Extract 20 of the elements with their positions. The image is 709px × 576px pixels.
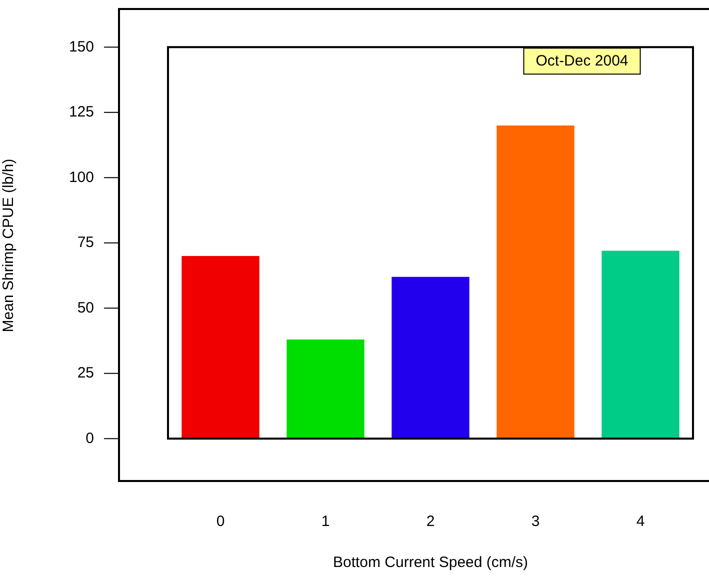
x-tick-label: 4 xyxy=(636,513,645,530)
y-axis-title: Mean Shrimp CPUE (lb/h) xyxy=(0,158,18,332)
y-tick-label: 0 xyxy=(86,430,94,447)
y-tick-label: 75 xyxy=(77,234,94,252)
bar xyxy=(496,125,574,439)
y-tick-label: 125 xyxy=(68,104,94,121)
x-axis-title: Bottom Current Speed (cm/s) xyxy=(332,554,528,572)
bar xyxy=(182,256,260,439)
y-tick-label: 25 xyxy=(77,364,94,382)
x-tick-label: 2 xyxy=(426,513,435,530)
y-tick-label: 50 xyxy=(77,299,94,316)
x-tick-label: 0 xyxy=(216,513,225,530)
y-tick-label: 150 xyxy=(68,38,94,56)
bar xyxy=(602,250,680,439)
x-tick-label: 1 xyxy=(321,513,330,530)
bar xyxy=(286,339,364,439)
bar xyxy=(392,276,470,439)
y-tick-label: 100 xyxy=(68,168,94,186)
x-tick-label: 3 xyxy=(531,513,540,530)
annotation: Oct-Dec 2004 xyxy=(536,52,628,70)
